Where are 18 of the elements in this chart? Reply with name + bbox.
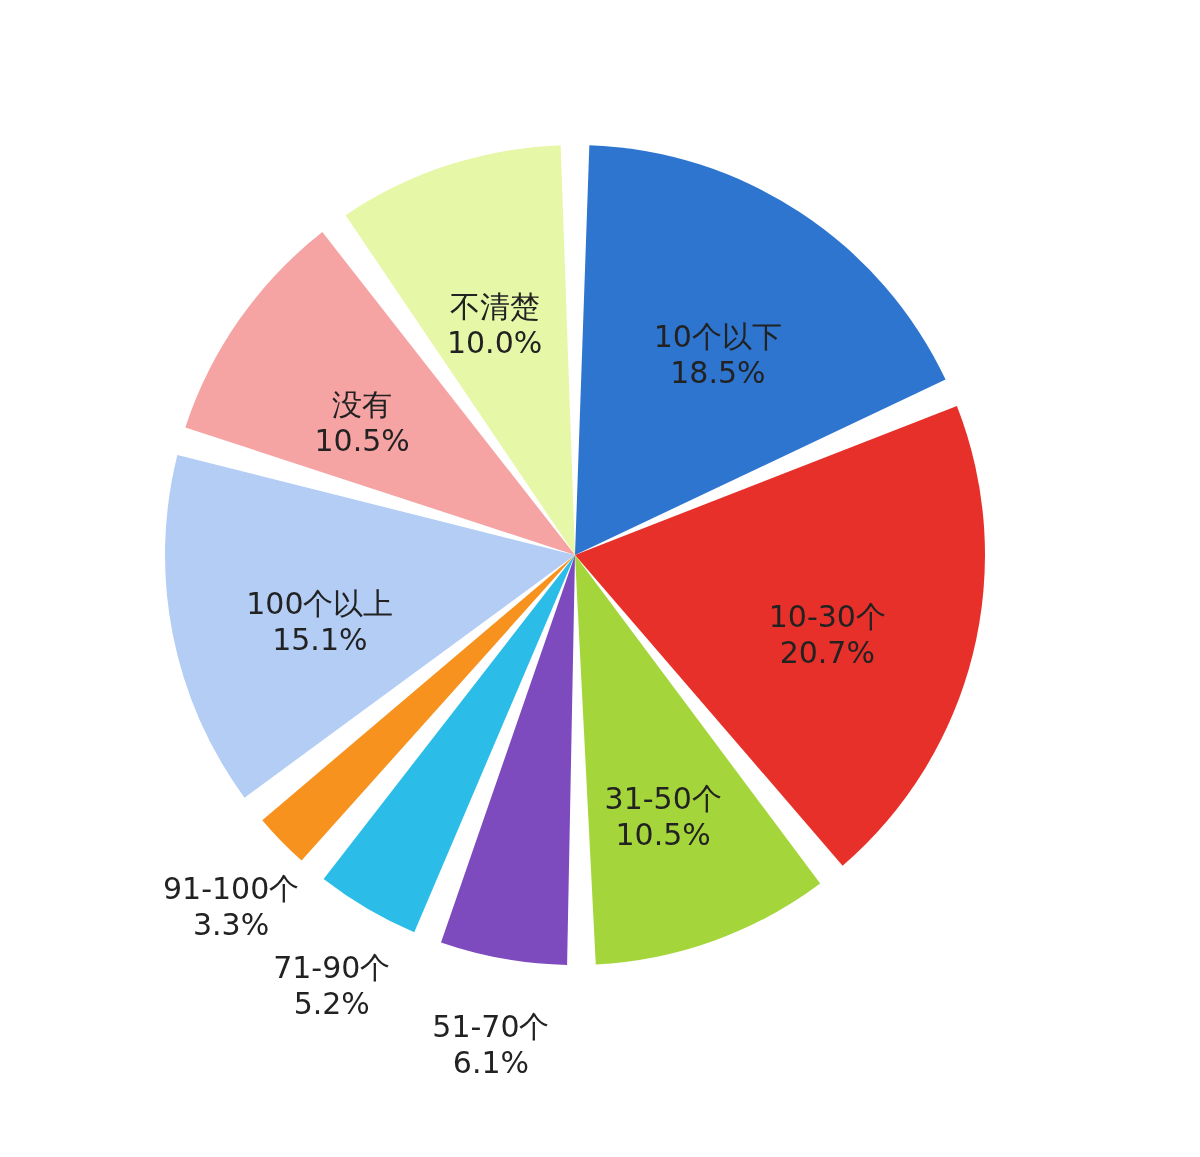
slice-label: 不清楚 (449, 288, 540, 324)
slice-label: 71-90个 (273, 949, 391, 985)
data-label: 3.3% (192, 906, 270, 942)
data-label: 10.0% (446, 324, 543, 360)
slice-label: 10个以下 (653, 318, 782, 354)
data-label: 18.5% (670, 354, 766, 390)
slice-label: 没有 (332, 386, 393, 422)
data-label: 5.2% (293, 985, 370, 1021)
slice-label: 31-50个 (604, 780, 722, 816)
slice-label: 91-100个 (162, 870, 300, 906)
slice-label: 10-30个 (768, 598, 886, 634)
slice-label: 51-70个 (432, 1008, 550, 1044)
data-label: 6.1% (452, 1044, 530, 1080)
slice-label: 100个以上 (246, 585, 394, 621)
data-label: 15.1% (272, 621, 368, 657)
data-label: 10.5% (314, 422, 410, 458)
data-label: 20.7% (779, 634, 875, 670)
data-label: 10.5% (615, 816, 711, 852)
